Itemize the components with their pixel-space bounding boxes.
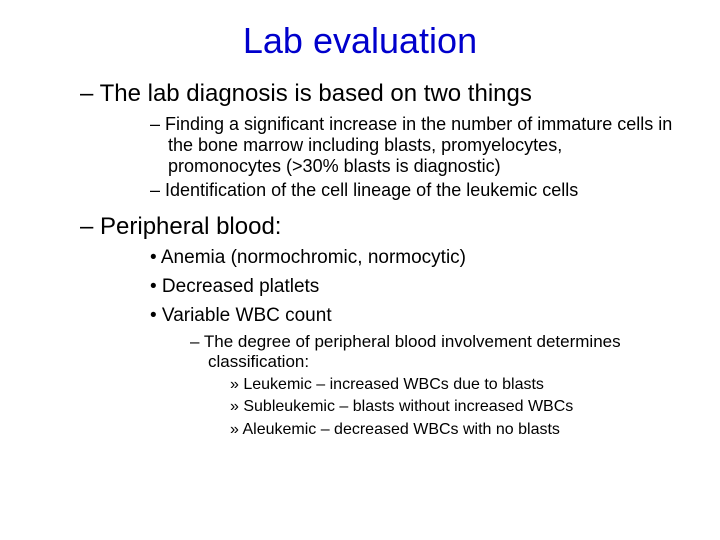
bullet-l2-finding: – Finding a significant increase in the …	[150, 114, 680, 178]
bullet-l2-platlets: • Decreased platlets	[150, 275, 680, 300]
bullet-l4-aleukemic: » Aleukemic – decreased WBCs with no bla…	[230, 420, 680, 439]
bullet-l3-classification: – The degree of peripheral blood involve…	[190, 332, 680, 372]
bullet-l2-identification: – Identification of the cell lineage of …	[150, 180, 680, 201]
bullet-l4-leukemic: » Leukemic – increased WBCs due to blast…	[230, 375, 680, 394]
bullet-l2-wbc: • Variable WBC count	[150, 304, 680, 329]
slide-title: Lab evaluation	[40, 20, 680, 62]
bullet-l2-anemia: • Anemia (normochromic, normocytic)	[150, 246, 680, 271]
bullet-l4-subleukemic: » Subleukemic – blasts without increased…	[230, 397, 680, 416]
bullet-l1-peripheral: – Peripheral blood:	[80, 213, 680, 241]
bullet-l1-diagnosis: – The lab diagnosis is based on two thin…	[80, 80, 680, 108]
